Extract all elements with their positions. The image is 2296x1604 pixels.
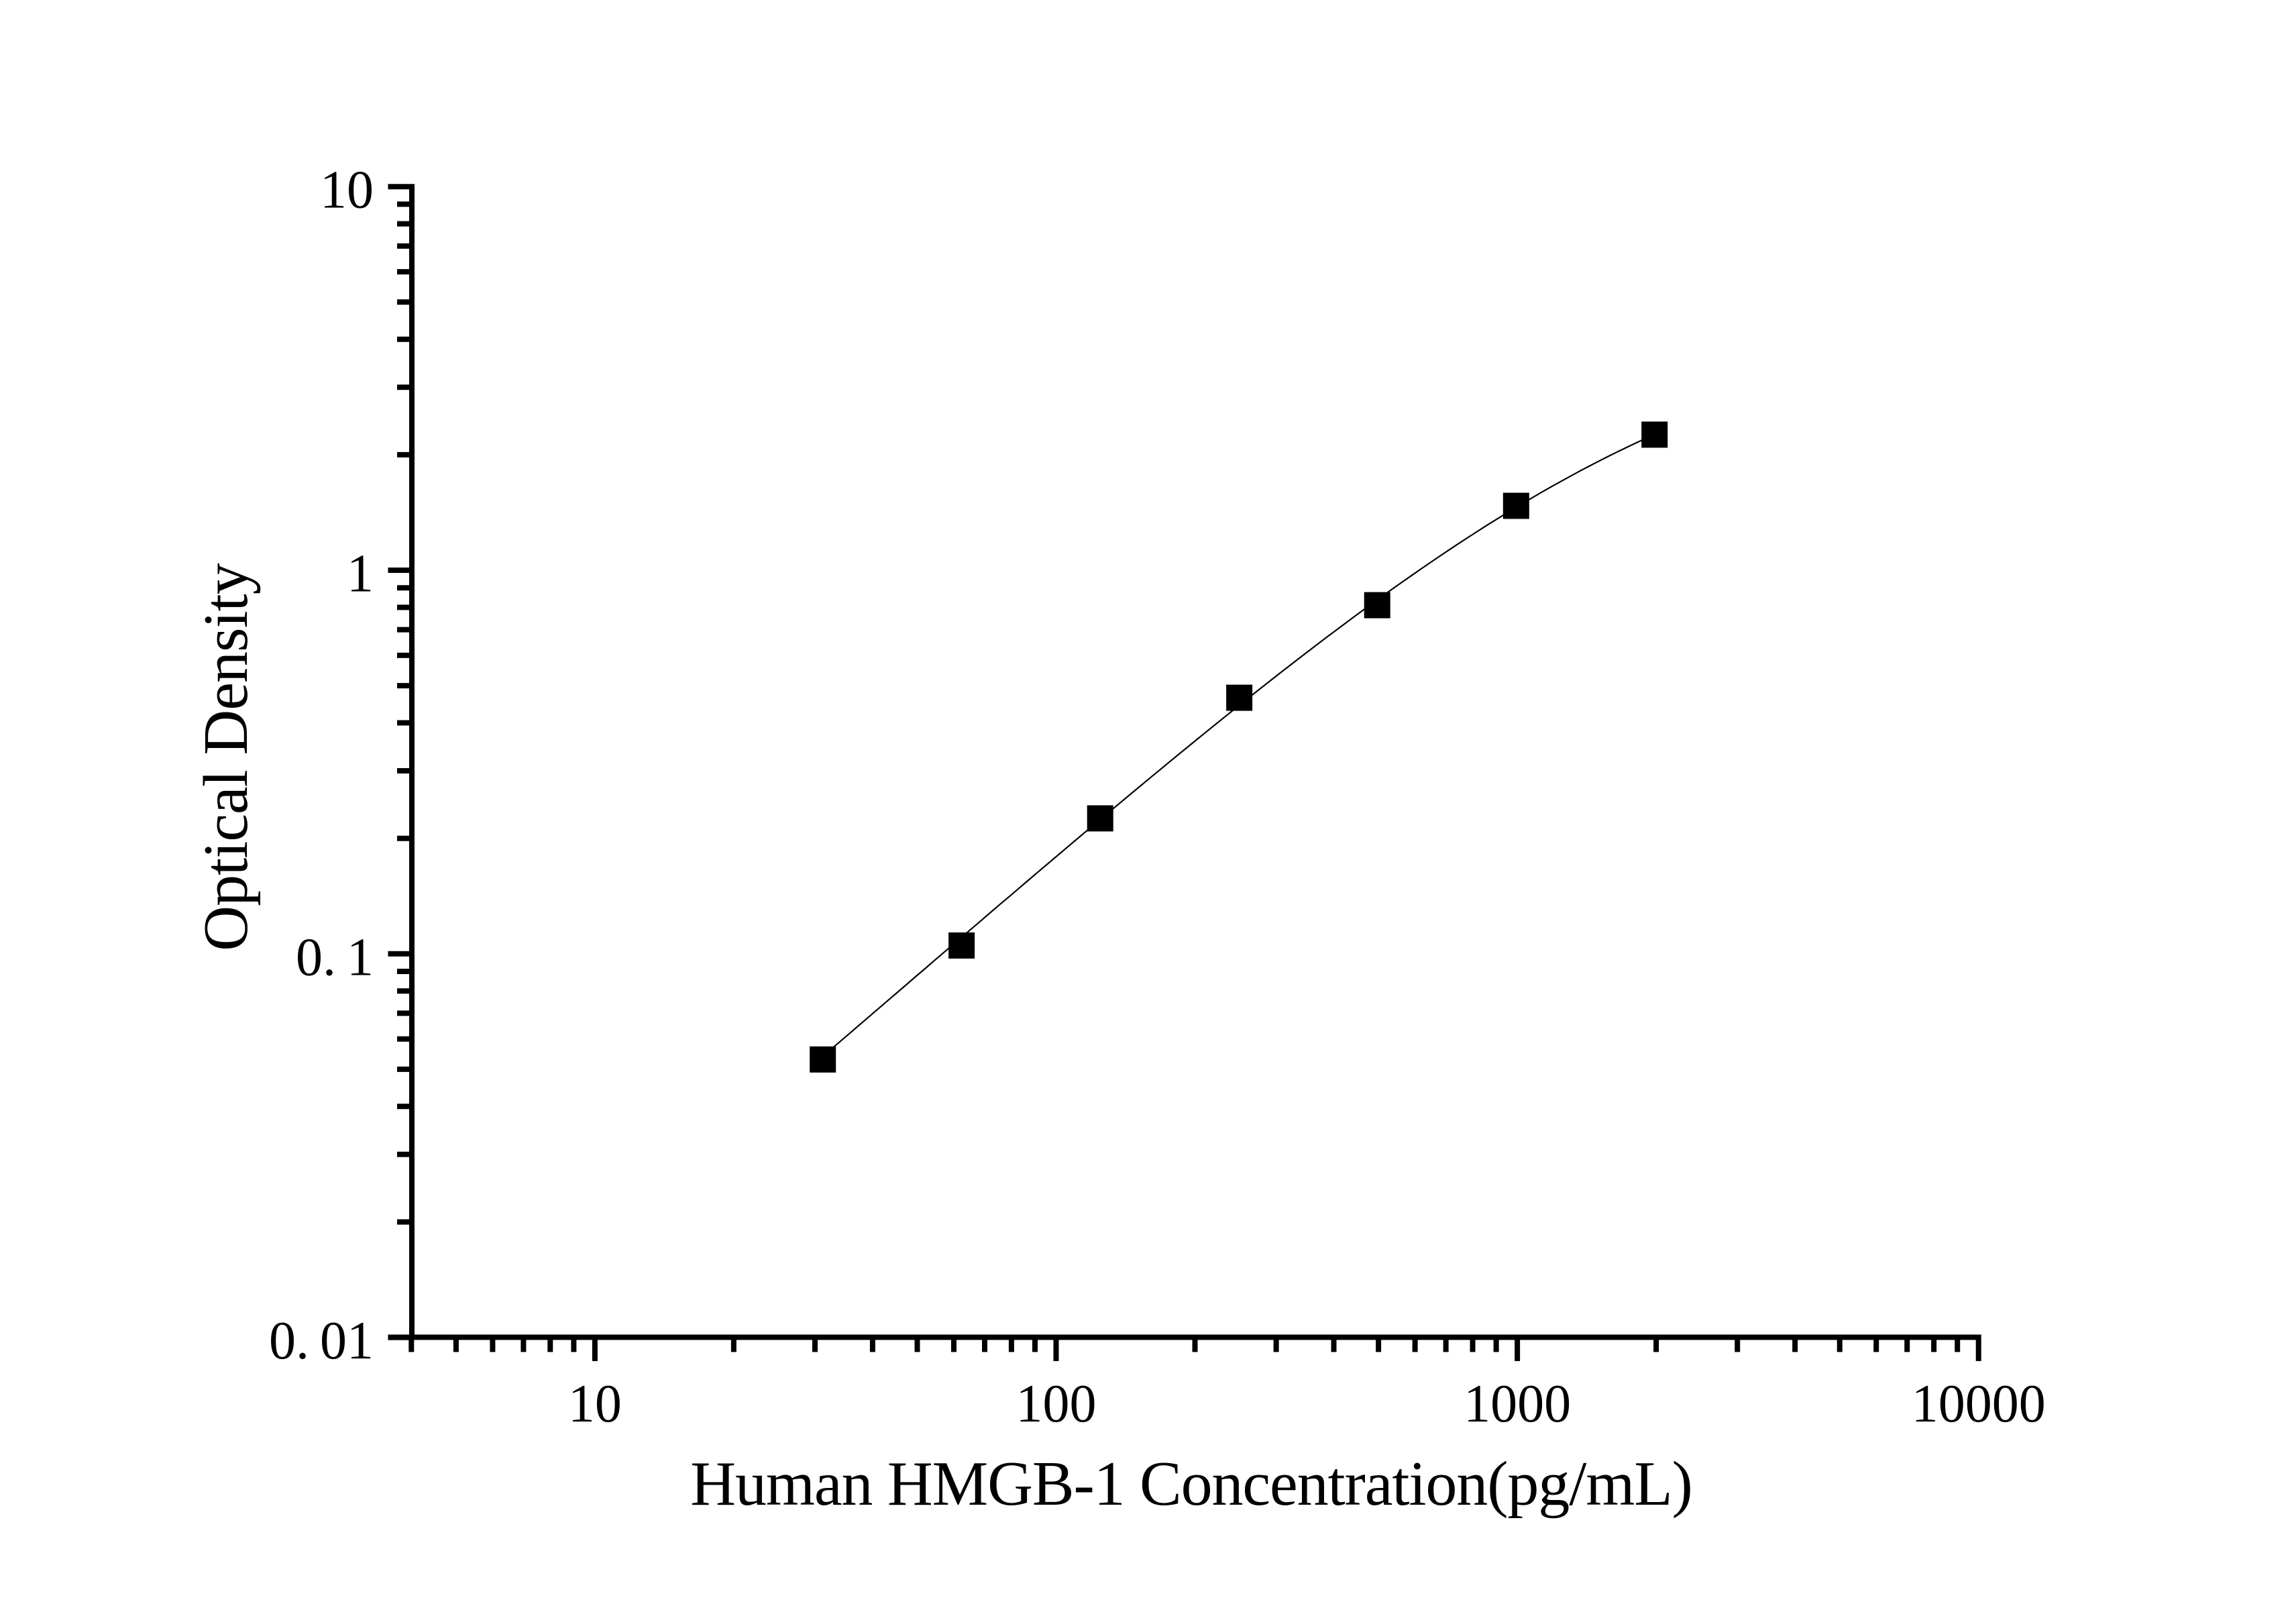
svg-text:1: 1 — [347, 545, 374, 604]
svg-text:100: 100 — [1016, 1375, 1097, 1434]
svg-text:10: 10 — [568, 1375, 622, 1434]
svg-text:1000: 1000 — [1464, 1375, 1571, 1434]
svg-text:0.01: 0. 01 — [269, 1312, 374, 1371]
svg-text:Optical Density: Optical Density — [191, 563, 261, 951]
svg-text:10: 10 — [320, 161, 374, 220]
svg-text:Human HMGB-1 Concentration(pg/: Human HMGB-1 Concentration(pg/mL) — [690, 1449, 1692, 1519]
svg-text:0.1: 0. 1 — [296, 928, 374, 987]
svg-text:10000: 10000 — [1912, 1375, 2046, 1434]
